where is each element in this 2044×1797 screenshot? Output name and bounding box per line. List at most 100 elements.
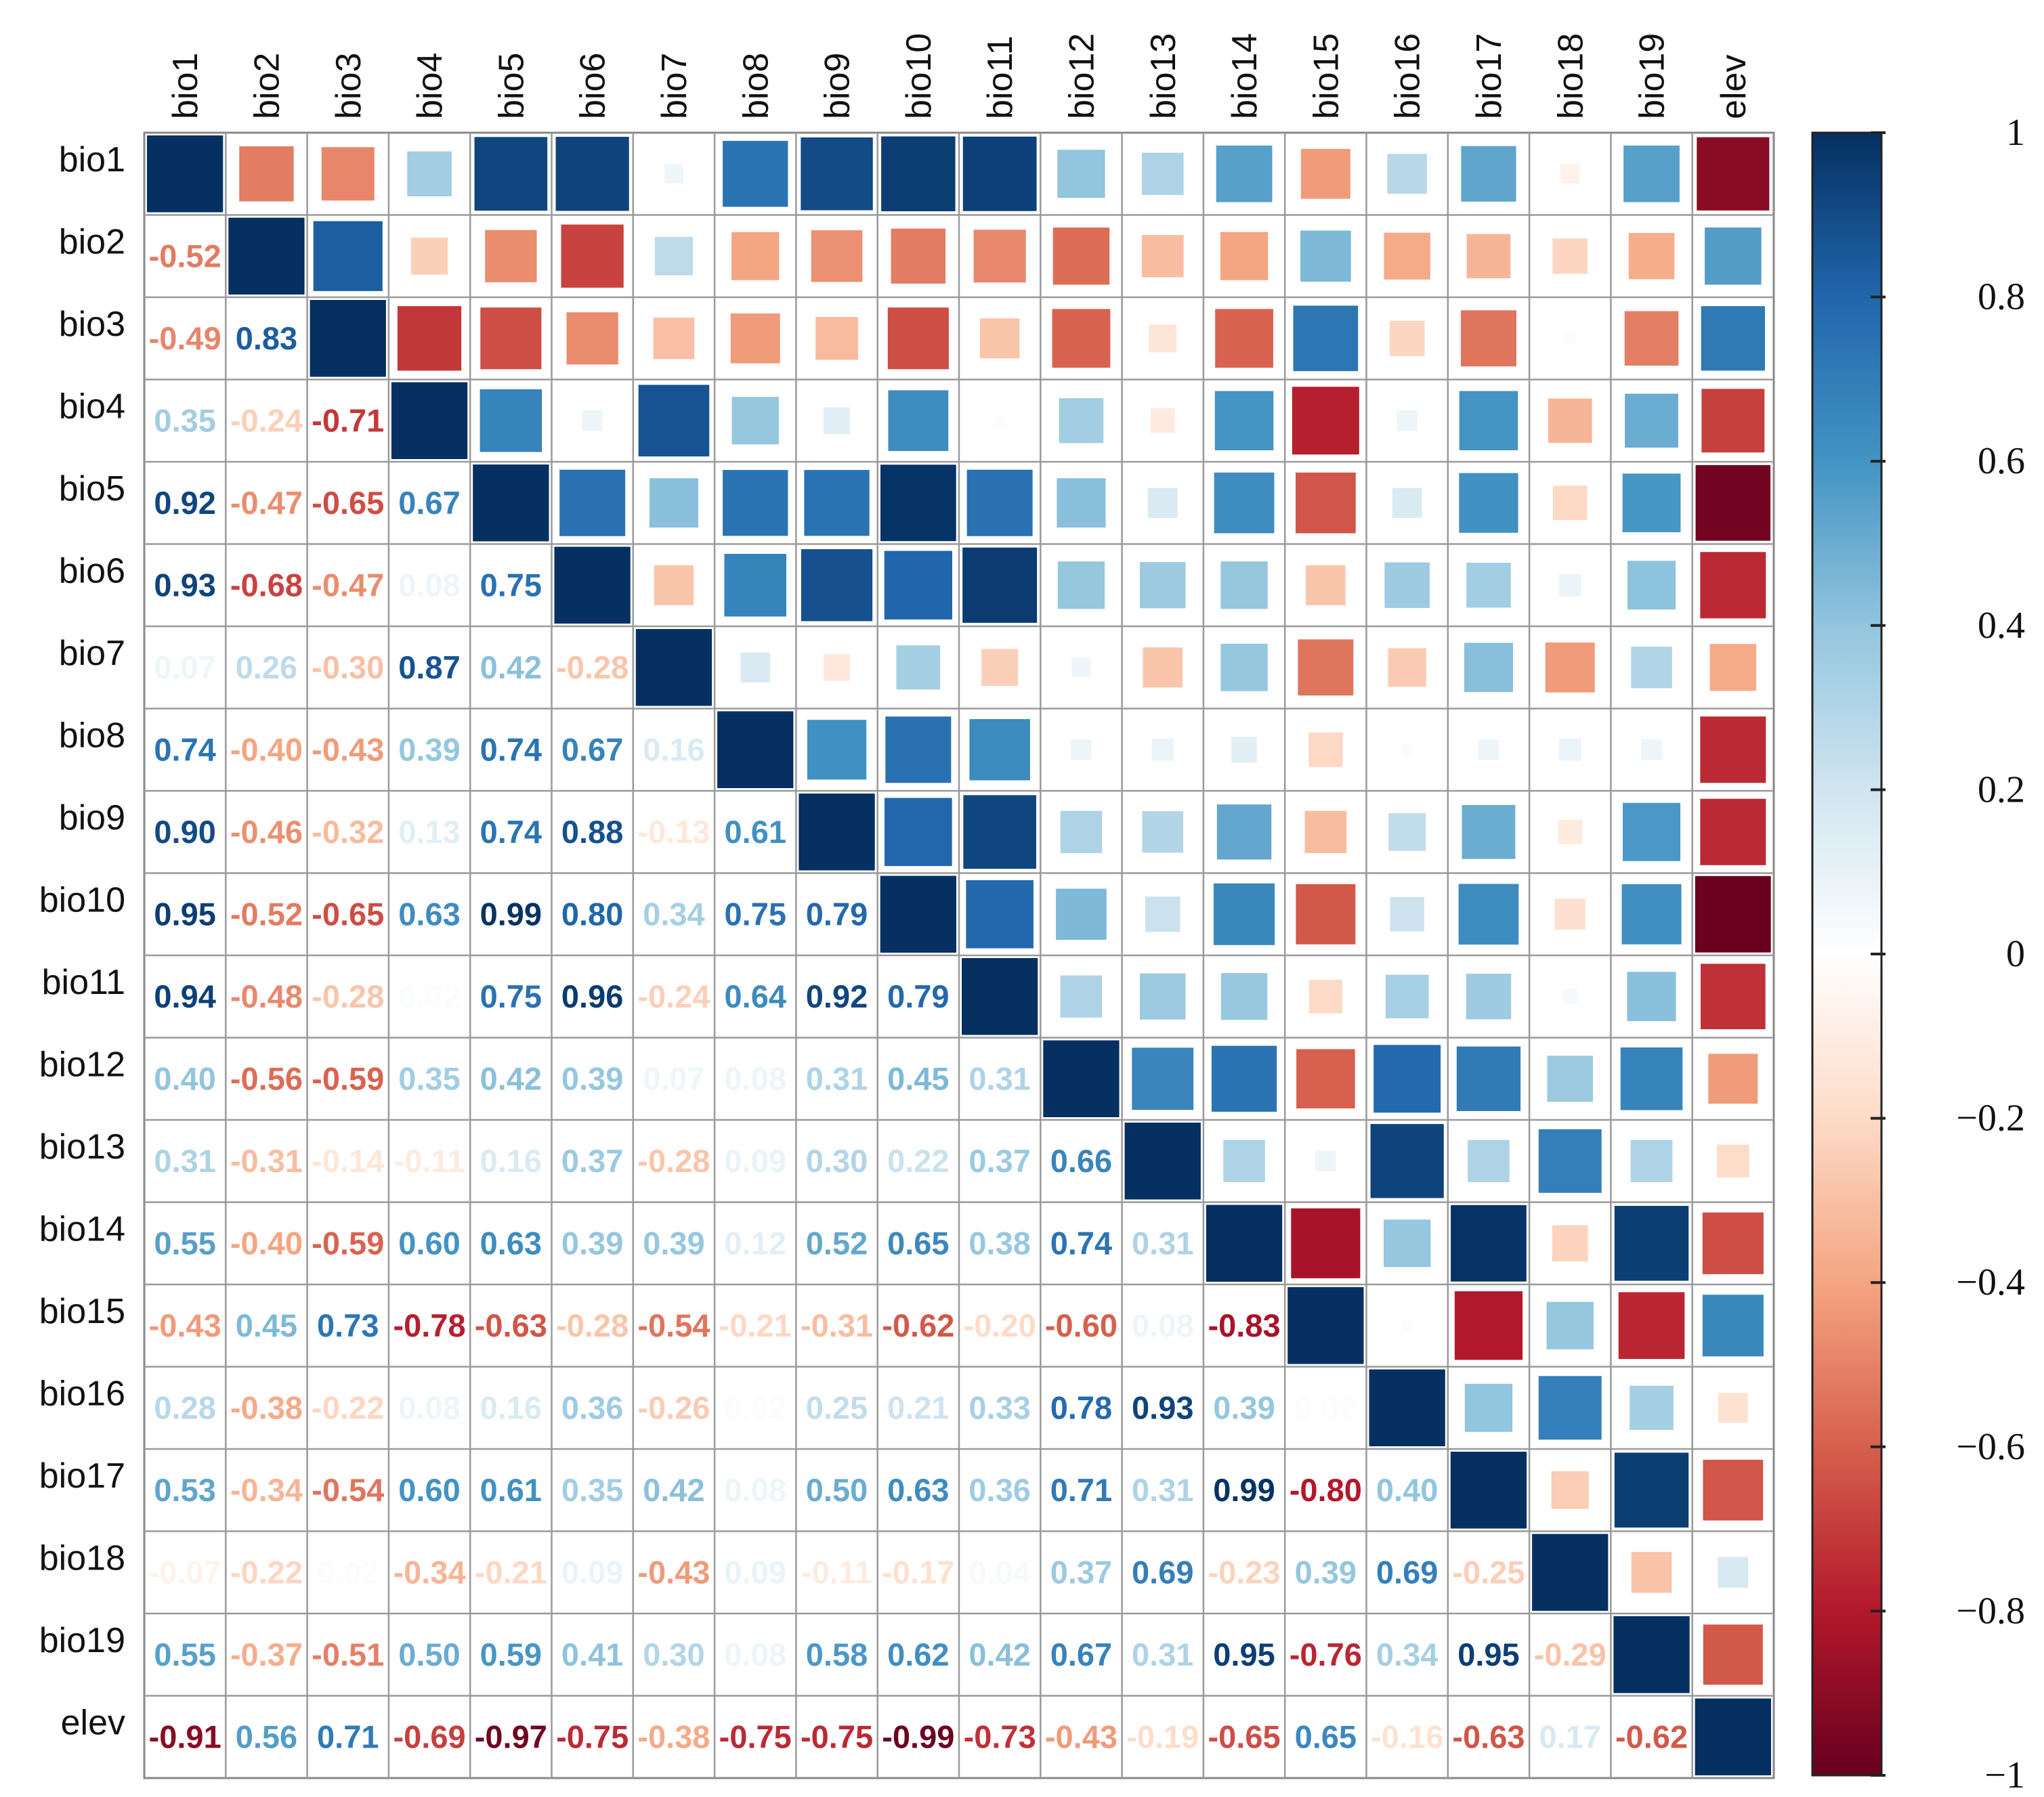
corr-value-bio15-bio1: -0.43 <box>149 1307 221 1343</box>
corr-square-bio8-bio12 <box>1069 737 1093 762</box>
corr-square-bio4-elev <box>1700 387 1766 454</box>
corr-square-bio7-bio10 <box>895 644 942 691</box>
column-label-bio19: bio19 <box>1633 33 1672 119</box>
corr-square-bio12-bio19 <box>1619 1045 1684 1112</box>
row-label-bio8: bio8 <box>59 716 125 755</box>
labels-layer: -0.52-0.49 0.830.35 -0.24 -0.710.92 -0.47 -0.… <box>39 33 1753 1754</box>
corr-value-bio12-bio3: -0.59 <box>312 1060 384 1096</box>
corr-square-bio3-bio19 <box>1623 309 1680 367</box>
corr-square-bio9-bio10 <box>883 796 954 868</box>
corr-value-bio10-bio5: 0.99 <box>480 896 542 932</box>
column-label-bio5: bio5 <box>492 53 531 119</box>
corr-square-bio7-bio15 <box>1296 638 1355 697</box>
corr-value-bio16-bio9: 0.25 <box>806 1389 868 1425</box>
corr-square-bio2-bio19 <box>1627 232 1676 281</box>
corr-value-bio17-bio8: 0.08 <box>725 1472 786 1508</box>
corr-square-bio14-bio16 <box>1382 1218 1432 1269</box>
row-label-bio1: bio1 <box>59 140 125 179</box>
diagonal-square-bio16 <box>1367 1368 1447 1448</box>
corr-value-bio19-bio9: 0.58 <box>806 1637 868 1672</box>
corr-value-bio17-bio6: 0.35 <box>561 1472 623 1508</box>
corr-value-bio17-bio2: -0.34 <box>230 1472 303 1508</box>
corr-square-bio7-bio13 <box>1141 646 1184 689</box>
corr-value-bio16-bio5: 0.16 <box>480 1389 542 1425</box>
corr-value-bio18-bio8: 0.09 <box>725 1554 786 1590</box>
corr-value-bio7-bio3: -0.30 <box>312 649 384 685</box>
corr-value-bio16-bio13: 0.93 <box>1132 1389 1193 1425</box>
column-label-bio6: bio6 <box>574 53 613 119</box>
corr-square-bio13-bio14 <box>1222 1138 1266 1184</box>
corr-value-bio18-bio17: -0.25 <box>1452 1554 1525 1590</box>
colorbar-tick-label: 1 <box>2006 112 2025 154</box>
corr-value-bio2-bio1: -0.52 <box>149 238 221 274</box>
corr-value-bio19-bio10: 0.62 <box>887 1637 949 1672</box>
corr-square-bio4-bio15 <box>1290 385 1361 456</box>
corr-square-bio1-bio3 <box>320 146 376 202</box>
corr-value-bio18-bio7: -0.43 <box>637 1554 710 1590</box>
corr-square-bio12-elev <box>1707 1052 1760 1106</box>
corr-square-bio4-bio13 <box>1149 407 1176 435</box>
row-label-bio4: bio4 <box>59 387 125 426</box>
corr-square-bio2-bio18 <box>1551 237 1590 276</box>
corr-square-bio3-bio7 <box>652 316 696 361</box>
diagonal-square-bio8 <box>716 710 795 789</box>
diagonal-square-bio18 <box>1531 1532 1610 1612</box>
corr-square-bio11-bio14 <box>1219 972 1269 1022</box>
corr-square-bio9-bio12 <box>1059 809 1104 854</box>
corr-value-bio17-bio16: 0.40 <box>1376 1472 1438 1508</box>
diagonal-square-elev <box>1693 1697 1772 1777</box>
corr-square-bio8-bio14 <box>1230 735 1258 764</box>
cells-layer <box>143 131 1775 1779</box>
corr-value-bio5-bio1: 0.92 <box>154 485 215 521</box>
column-label-elev: elev <box>1714 55 1753 119</box>
diagonal-square-bio6 <box>553 545 632 625</box>
corr-value-bio14-bio2: -0.40 <box>230 1225 303 1261</box>
corr-value-bio19-bio2: -0.37 <box>230 1637 303 1672</box>
corr-value-bio16-bio14: 0.39 <box>1213 1389 1275 1425</box>
corr-square-bio4-bio8 <box>730 395 780 446</box>
corr-value-bio16-bio1: 0.28 <box>154 1389 215 1425</box>
corr-square-bio8-bio13 <box>1150 737 1175 762</box>
corr-value-bio15-bio13: 0.08 <box>1132 1307 1193 1343</box>
corr-value-bio8-bio5: 0.74 <box>480 731 542 767</box>
corr-square-bio14-bio15 <box>1290 1207 1362 1280</box>
corr-value-bio17-bio9: 0.50 <box>806 1472 868 1508</box>
corr-value-elev-bio6: -0.75 <box>556 1718 629 1754</box>
corr-square-bio1-bio14 <box>1214 144 1274 204</box>
corr-value-bio6-bio1: 0.93 <box>154 567 215 603</box>
corr-value-bio14-bio6: 0.39 <box>561 1225 623 1261</box>
corr-value-bio7-bio1: 0.07 <box>154 649 215 685</box>
colorbar-tick-label: −0.4 <box>1956 1261 2025 1303</box>
corr-value-bio17-bio13: 0.31 <box>1132 1472 1193 1508</box>
corr-value-bio19-bio5: 0.59 <box>480 1637 542 1672</box>
row-label-bio2: bio2 <box>59 222 125 261</box>
row-label-bio5: bio5 <box>59 469 125 508</box>
corr-value-bio18-bio10: -0.17 <box>882 1554 954 1590</box>
corr-value-bio13-bio12: 0.66 <box>1050 1143 1112 1179</box>
corr-value-bio13-bio9: 0.30 <box>806 1143 868 1179</box>
corr-square-bio5-bio9 <box>803 469 871 538</box>
corr-square-bio12-bio13 <box>1130 1046 1195 1112</box>
corr-value-bio19-bio13: 0.31 <box>1132 1637 1193 1672</box>
corr-value-bio18-bio11: 0.04 <box>968 1554 1030 1590</box>
corr-value-bio19-bio1: 0.55 <box>154 1637 215 1672</box>
colorbar-tick-label: −0.8 <box>1956 1590 2025 1632</box>
corr-square-bio1-bio2 <box>238 145 295 203</box>
row-label-bio3: bio3 <box>59 305 125 344</box>
corr-square-bio12-bio17 <box>1455 1045 1523 1112</box>
corr-value-bio17-bio5: 0.61 <box>480 1472 542 1508</box>
corr-value-elev-bio9: -0.75 <box>801 1718 873 1754</box>
corr-value-bio15-bio2: 0.45 <box>236 1307 297 1343</box>
corr-value-bio15-bio3: 0.73 <box>317 1307 379 1343</box>
corr-value-bio19-bio4: 0.50 <box>398 1637 460 1672</box>
corr-square-bio1-bio19 <box>1622 144 1681 204</box>
corr-value-bio18-bio1: -0.07 <box>149 1554 221 1590</box>
corr-square-bio8-bio19 <box>1640 737 1663 762</box>
corr-value-bio13-bio1: 0.31 <box>154 1143 215 1179</box>
corr-square-bio2-bio8 <box>730 230 781 282</box>
column-label-bio17: bio17 <box>1470 33 1509 119</box>
corr-value-bio15-bio4: -0.78 <box>393 1307 465 1343</box>
corr-square-bio17-elev <box>1701 1458 1765 1522</box>
corr-value-bio18-bio9: -0.11 <box>801 1554 872 1590</box>
corr-square-bio9-bio11 <box>962 794 1038 871</box>
